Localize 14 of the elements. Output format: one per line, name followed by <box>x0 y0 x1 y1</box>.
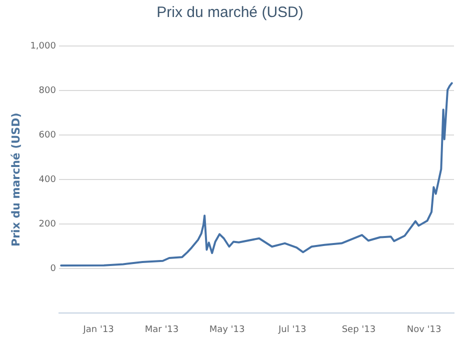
x-tick-label: Sep '13 <box>342 324 376 335</box>
y-axis-title: Prix du marché (USD) <box>9 112 22 246</box>
x-tick-label: May '13 <box>209 324 245 335</box>
x-tick-label: Nov '13 <box>406 324 442 335</box>
y-tick-label: 0 <box>50 264 56 274</box>
x-tick-label: Jan '13 <box>82 324 114 335</box>
y-tick-label: 1,000 <box>30 41 56 52</box>
y-tick-label: 200 <box>38 219 56 230</box>
y-tick-label: 600 <box>38 130 56 140</box>
y-tick-label: 800 <box>38 86 56 96</box>
y-tick-label: 400 <box>38 174 56 185</box>
x-tick-label: Jul '13 <box>278 324 306 335</box>
x-tick-label: Mar '13 <box>144 324 179 335</box>
chart-title: Prix du marché (USD) <box>156 4 304 22</box>
